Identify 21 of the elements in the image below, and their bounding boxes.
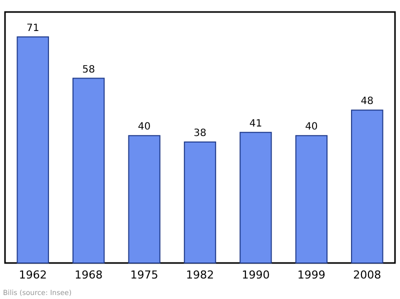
bar [295, 135, 328, 264]
x-tick-label: 1982 [186, 268, 214, 282]
bar [184, 141, 216, 264]
bar [240, 132, 272, 264]
data-label: 38 [194, 128, 206, 139]
bar [128, 135, 160, 264]
data-label: 40 [305, 122, 318, 133]
data-label: 58 [82, 64, 95, 76]
x-tick-label: 1975 [130, 268, 158, 282]
bar [16, 36, 49, 264]
bar [351, 110, 384, 264]
x-tick-label: 2008 [353, 268, 382, 282]
data-label: 71 [26, 22, 40, 34]
x-tick-label: 1999 [297, 268, 326, 282]
data-label: 41 [249, 118, 262, 130]
x-tick-label: 1962 [18, 268, 47, 282]
x-tick-label: 1968 [74, 268, 103, 282]
data-label: 48 [360, 96, 374, 108]
data-label: 40 [138, 122, 151, 133]
x-tick-label: 1990 [242, 268, 270, 282]
bar [72, 78, 105, 264]
